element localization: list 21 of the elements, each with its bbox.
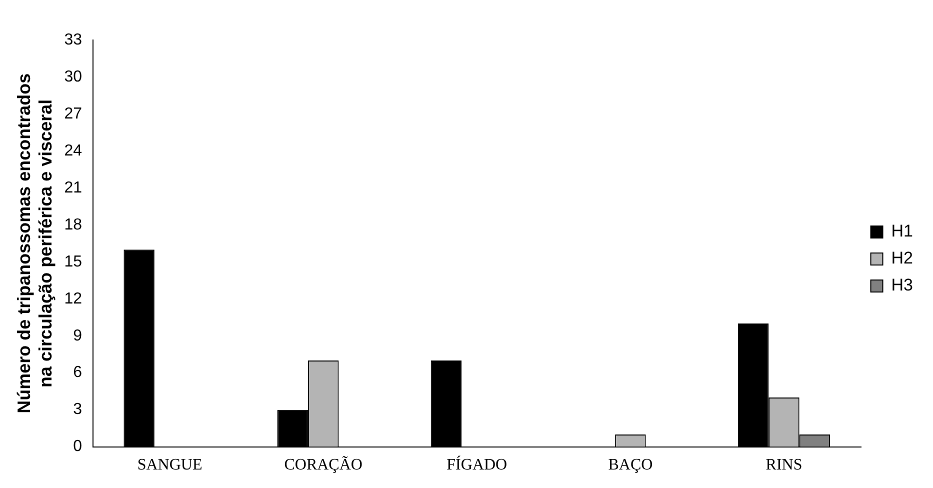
- x-tick-label: FÍGADO: [446, 456, 508, 474]
- x-tick-label: RINS: [766, 456, 802, 474]
- y-tick-label: 21: [64, 179, 82, 196]
- y-tick-label: 18: [64, 216, 82, 234]
- legend-label: H3: [891, 276, 914, 295]
- x-tick-label: CORAÇÃO: [284, 456, 362, 474]
- legend-label: H1: [891, 222, 914, 241]
- y-tick-label: 3: [73, 401, 82, 418]
- y-tick-label: 15: [64, 253, 82, 270]
- y-tick-label: 0: [73, 438, 82, 456]
- y-axis-title: Número de tripanossomas encontrados na circulação periférica e visceral: [14, 73, 56, 414]
- x-tick-label: BAÇO: [608, 456, 653, 474]
- y-tick-label: 24: [64, 142, 82, 160]
- y-tick-label: 27: [64, 105, 82, 122]
- y-tick-label: 6: [73, 364, 82, 382]
- legend-label: H2: [891, 248, 914, 268]
- y-tick-label: 33: [64, 31, 82, 48]
- x-tick-label: SANGUE: [137, 456, 202, 474]
- y-tick-label: 12: [64, 290, 82, 308]
- y-tick-label: 30: [64, 68, 82, 86]
- y-tick-label: 9: [73, 327, 82, 344]
